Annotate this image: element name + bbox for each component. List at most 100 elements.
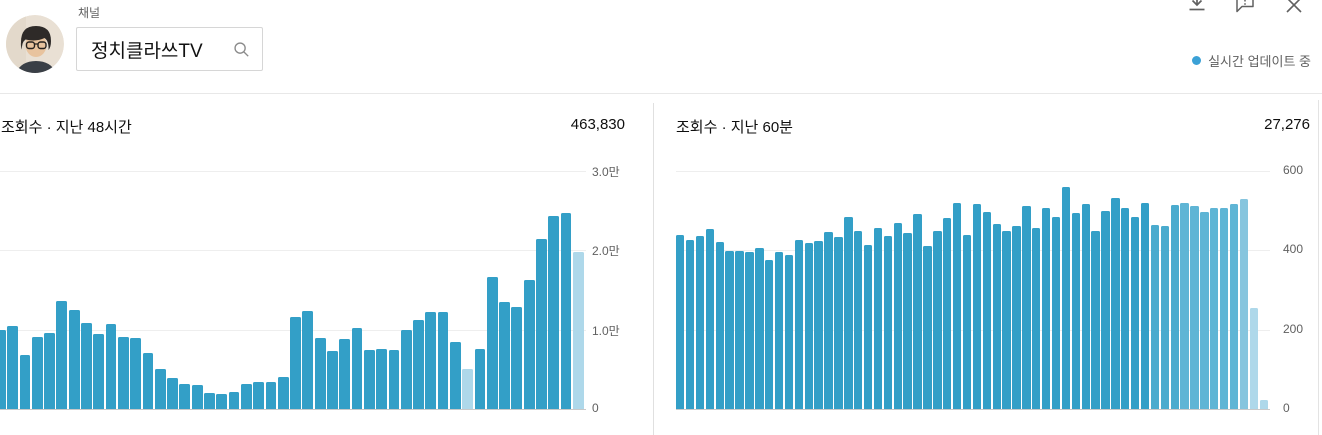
bar[interactable] xyxy=(695,236,705,409)
bar[interactable] xyxy=(992,224,1001,409)
bar[interactable] xyxy=(277,377,289,409)
feedback-icon[interactable] xyxy=(1232,0,1258,17)
bar[interactable] xyxy=(351,328,363,409)
bar[interactable] xyxy=(745,252,754,409)
bar[interactable] xyxy=(774,252,784,409)
bar[interactable] xyxy=(725,251,734,409)
bar[interactable] xyxy=(572,252,584,409)
bar[interactable] xyxy=(962,235,972,409)
download-icon[interactable] xyxy=(1184,0,1210,17)
bar[interactable] xyxy=(142,353,154,409)
bar[interactable] xyxy=(933,231,942,409)
bar[interactable] xyxy=(735,251,744,409)
bar[interactable] xyxy=(1111,198,1120,409)
bar[interactable] xyxy=(474,349,486,409)
bar[interactable] xyxy=(1051,217,1061,409)
bar[interactable] xyxy=(883,236,893,409)
bar[interactable] xyxy=(844,217,853,409)
channel-selector[interactable]: 정치클라쓰TV xyxy=(76,27,263,71)
bar[interactable] xyxy=(462,369,474,409)
bar[interactable] xyxy=(290,317,301,409)
bar[interactable] xyxy=(44,333,55,409)
bar[interactable] xyxy=(154,369,166,409)
bar[interactable] xyxy=(854,231,863,409)
bar[interactable] xyxy=(228,392,240,409)
bar[interactable] xyxy=(265,382,277,409)
bar[interactable] xyxy=(1210,208,1219,409)
bar[interactable] xyxy=(1180,203,1189,409)
bar[interactable] xyxy=(449,342,461,409)
bar[interactable] xyxy=(1071,213,1081,409)
bar[interactable] xyxy=(400,330,412,409)
bar[interactable] xyxy=(1091,231,1100,409)
bar[interactable] xyxy=(1061,187,1071,409)
bar[interactable] xyxy=(903,233,912,409)
bar[interactable] xyxy=(105,324,117,409)
bar[interactable] xyxy=(327,351,338,409)
bar[interactable] xyxy=(130,338,142,409)
bar[interactable] xyxy=(388,350,400,409)
bar[interactable] xyxy=(814,241,823,409)
bar[interactable] xyxy=(824,232,833,409)
bar[interactable] xyxy=(1101,211,1110,409)
bar[interactable] xyxy=(1012,226,1021,409)
bar[interactable] xyxy=(1081,204,1090,409)
bar[interactable] xyxy=(685,240,695,409)
bar[interactable] xyxy=(705,229,715,409)
bar[interactable] xyxy=(376,349,387,409)
bar[interactable] xyxy=(1200,212,1209,409)
bar[interactable] xyxy=(873,228,883,409)
bar[interactable] xyxy=(913,214,922,409)
bar[interactable] xyxy=(253,382,265,409)
bar[interactable] xyxy=(0,330,6,409)
bar[interactable] xyxy=(499,302,510,409)
bar[interactable] xyxy=(893,223,902,409)
bar[interactable] xyxy=(523,280,535,409)
bar[interactable] xyxy=(216,394,228,409)
bar[interactable] xyxy=(1229,204,1239,409)
bar[interactable] xyxy=(1022,206,1031,409)
bar[interactable] xyxy=(93,334,105,409)
bar[interactable] xyxy=(363,350,375,409)
bar[interactable] xyxy=(952,203,962,409)
bar[interactable] xyxy=(204,393,215,409)
bar[interactable] xyxy=(1239,199,1249,409)
bar[interactable] xyxy=(1002,231,1011,409)
bar[interactable] xyxy=(1041,208,1051,409)
bar[interactable] xyxy=(923,246,932,409)
bar[interactable] xyxy=(81,323,92,409)
bar[interactable] xyxy=(834,237,843,409)
bar[interactable] xyxy=(413,320,424,409)
bar-chart-48h[interactable] xyxy=(0,213,587,409)
bar[interactable] xyxy=(560,213,572,409)
bar[interactable] xyxy=(1140,203,1150,409)
bar[interactable] xyxy=(240,384,252,409)
bar[interactable] xyxy=(425,312,437,409)
bar[interactable] xyxy=(7,326,19,409)
bar[interactable] xyxy=(1219,208,1229,409)
close-icon[interactable] xyxy=(1281,0,1307,18)
bar[interactable] xyxy=(863,245,873,409)
bar[interactable] xyxy=(755,248,764,409)
bar[interactable] xyxy=(1190,206,1199,409)
bar[interactable] xyxy=(676,235,685,409)
bar[interactable] xyxy=(31,337,43,409)
bar[interactable] xyxy=(1032,228,1041,409)
bar[interactable] xyxy=(536,239,547,409)
bar[interactable] xyxy=(117,337,129,409)
bar[interactable] xyxy=(1249,308,1259,409)
bar[interactable] xyxy=(68,310,80,409)
bar[interactable] xyxy=(1160,226,1170,409)
bar[interactable] xyxy=(1170,205,1179,409)
bar[interactable] xyxy=(191,385,203,409)
bar[interactable] xyxy=(943,218,952,409)
bar[interactable] xyxy=(179,384,191,409)
bar[interactable] xyxy=(19,355,31,409)
bar[interactable] xyxy=(339,339,351,409)
bar[interactable] xyxy=(715,242,724,409)
bar[interactable] xyxy=(794,240,804,409)
bar[interactable] xyxy=(1130,217,1140,409)
bar[interactable] xyxy=(1150,225,1160,409)
bar[interactable] xyxy=(1259,400,1268,409)
bar[interactable] xyxy=(511,307,523,409)
